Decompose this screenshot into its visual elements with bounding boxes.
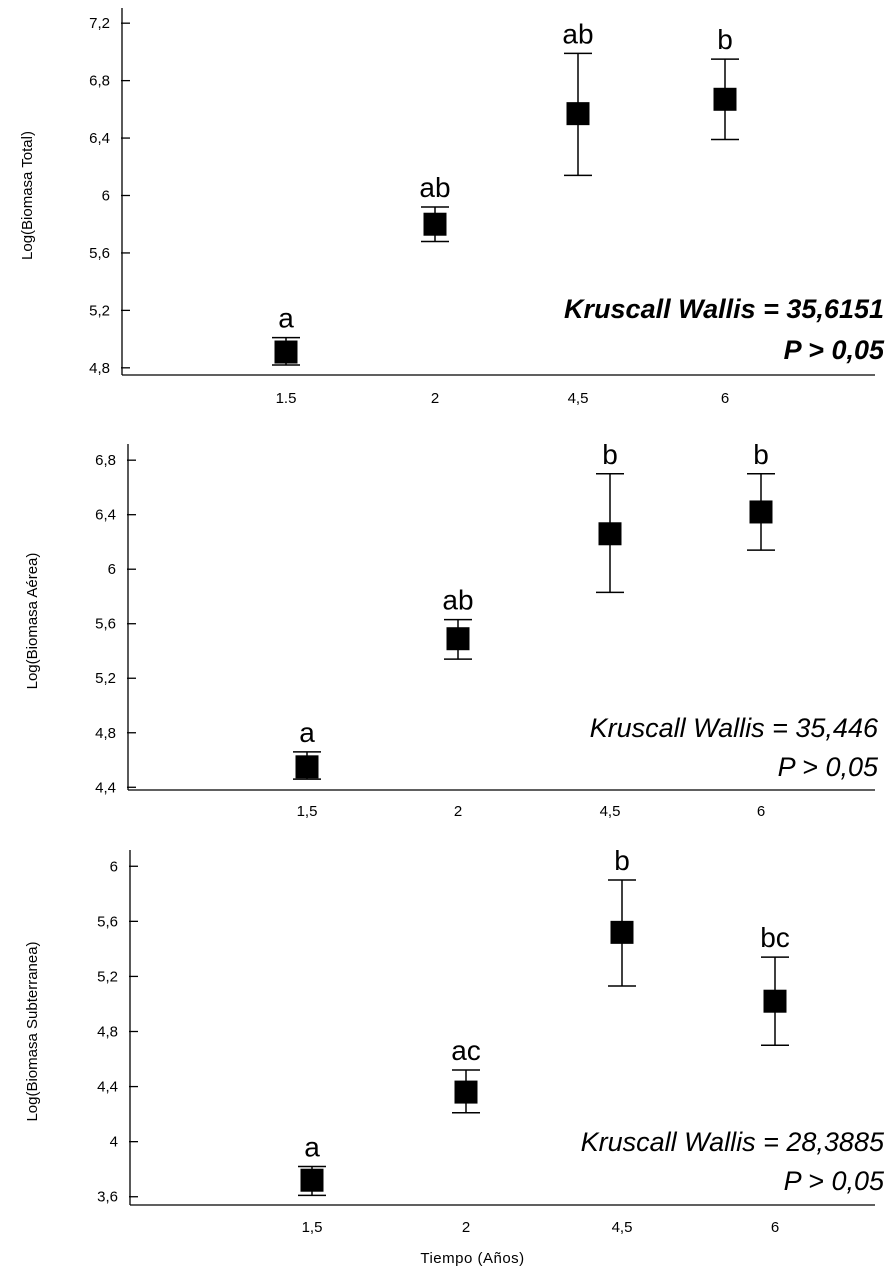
y-tick-label: 5,2 bbox=[97, 968, 118, 985]
p-value-annotation: P > 0,05 bbox=[784, 335, 885, 365]
y-tick-label: 3,6 bbox=[97, 1189, 118, 1206]
y-tick-label: 6,4 bbox=[89, 130, 110, 147]
x-tick-label: 4,5 bbox=[568, 390, 589, 407]
y-axis-title: Log(Biomasa Aérea) bbox=[24, 553, 41, 690]
data-point bbox=[566, 102, 590, 126]
group-letter: bc bbox=[760, 922, 790, 953]
x-tick-label: 1,5 bbox=[302, 1219, 323, 1236]
x-tick-label: 6 bbox=[771, 1219, 779, 1236]
x-tick-label: 4,5 bbox=[612, 1219, 633, 1236]
x-tick-label: 1.5 bbox=[276, 390, 297, 407]
x-tick-label: 2 bbox=[431, 390, 439, 407]
x-tick-label: 2 bbox=[454, 803, 462, 820]
data-point bbox=[446, 627, 470, 651]
x-tick-label: 4,5 bbox=[600, 803, 621, 820]
data-point bbox=[610, 920, 634, 944]
y-tick-label: 4,8 bbox=[89, 360, 110, 377]
data-point bbox=[598, 522, 622, 546]
data-point bbox=[454, 1080, 478, 1104]
data-point bbox=[295, 755, 319, 779]
group-letter: ab bbox=[419, 172, 450, 203]
panel-1: 4,8 5,2 5,6 6 6,4 6,8 7,2 Log(Biomasa Total) 1.5… bbox=[19, 8, 885, 407]
y-tick-label: 7,2 bbox=[89, 15, 110, 32]
y-tick-label: 5,2 bbox=[89, 302, 110, 319]
group-letter: a bbox=[304, 1131, 320, 1162]
y-tick-label: 4 bbox=[110, 1134, 118, 1151]
p-value-annotation: P > 0,05 bbox=[778, 752, 879, 782]
y-tick-label: 4,4 bbox=[95, 779, 116, 796]
data-point bbox=[274, 340, 298, 364]
y-tick-label: 6 bbox=[110, 858, 118, 875]
group-letter: b bbox=[602, 439, 618, 470]
p-value-annotation: P > 0,05 bbox=[784, 1166, 885, 1196]
y-tick-label: 5,6 bbox=[95, 616, 116, 633]
y-tick-label: 5,6 bbox=[89, 245, 110, 262]
group-letter: ab bbox=[562, 18, 593, 49]
x-tick-label: 2 bbox=[462, 1219, 470, 1236]
y-tick-label: 4,4 bbox=[97, 1079, 118, 1096]
y-tick-label: 6 bbox=[108, 561, 116, 578]
data-point bbox=[749, 500, 773, 524]
group-letter: b bbox=[753, 439, 769, 470]
group-letter: b bbox=[614, 845, 630, 876]
data-point bbox=[763, 989, 787, 1013]
group-letter: a bbox=[299, 717, 315, 748]
y-tick-label: 6 bbox=[102, 188, 110, 205]
panel-2: 4,4 4,8 5,2 5,6 6 6,4 6,8 Log(Biomasa Aérea) 1,5… bbox=[24, 439, 879, 820]
y-tick-label: 6,8 bbox=[95, 452, 116, 469]
y-tick-label: 6,4 bbox=[95, 507, 116, 524]
kruskal-wallis-annotation: Kruscall Wallis = 35,446 bbox=[590, 713, 879, 743]
data-point bbox=[300, 1168, 324, 1192]
group-letter: b bbox=[717, 24, 733, 55]
x-tick-label: 6 bbox=[721, 390, 729, 407]
y-tick-label: 6,8 bbox=[89, 73, 110, 90]
y-tick-label: 4,8 bbox=[95, 725, 116, 742]
y-tick-label: 5,6 bbox=[97, 913, 118, 930]
y-tick-label: 4,8 bbox=[97, 1024, 118, 1041]
data-point bbox=[423, 212, 447, 236]
panel-3: 3,6 4 4,4 4,8 5,2 5,6 6 Log(Biomasa Subterranea… bbox=[24, 845, 885, 1267]
kruskal-wallis-annotation: Kruscall Wallis = 28,3885 bbox=[581, 1127, 885, 1157]
y-axis-title: Log(Biomasa Subterranea) bbox=[24, 941, 41, 1121]
y-axis-title: Log(Biomasa Total) bbox=[19, 131, 36, 260]
data-point bbox=[713, 87, 737, 111]
y-tick-label: 5,2 bbox=[95, 670, 116, 687]
x-tick-label: 6 bbox=[757, 803, 765, 820]
x-tick-label: 1,5 bbox=[297, 803, 318, 820]
x-axis-title: Tiempo (Años) bbox=[420, 1250, 524, 1267]
group-letter: a bbox=[278, 303, 294, 334]
kruskal-wallis-annotation: Kruscall Wallis = 35,6151 bbox=[564, 294, 884, 324]
group-letter: ab bbox=[442, 585, 473, 616]
group-letter: ac bbox=[451, 1035, 481, 1066]
